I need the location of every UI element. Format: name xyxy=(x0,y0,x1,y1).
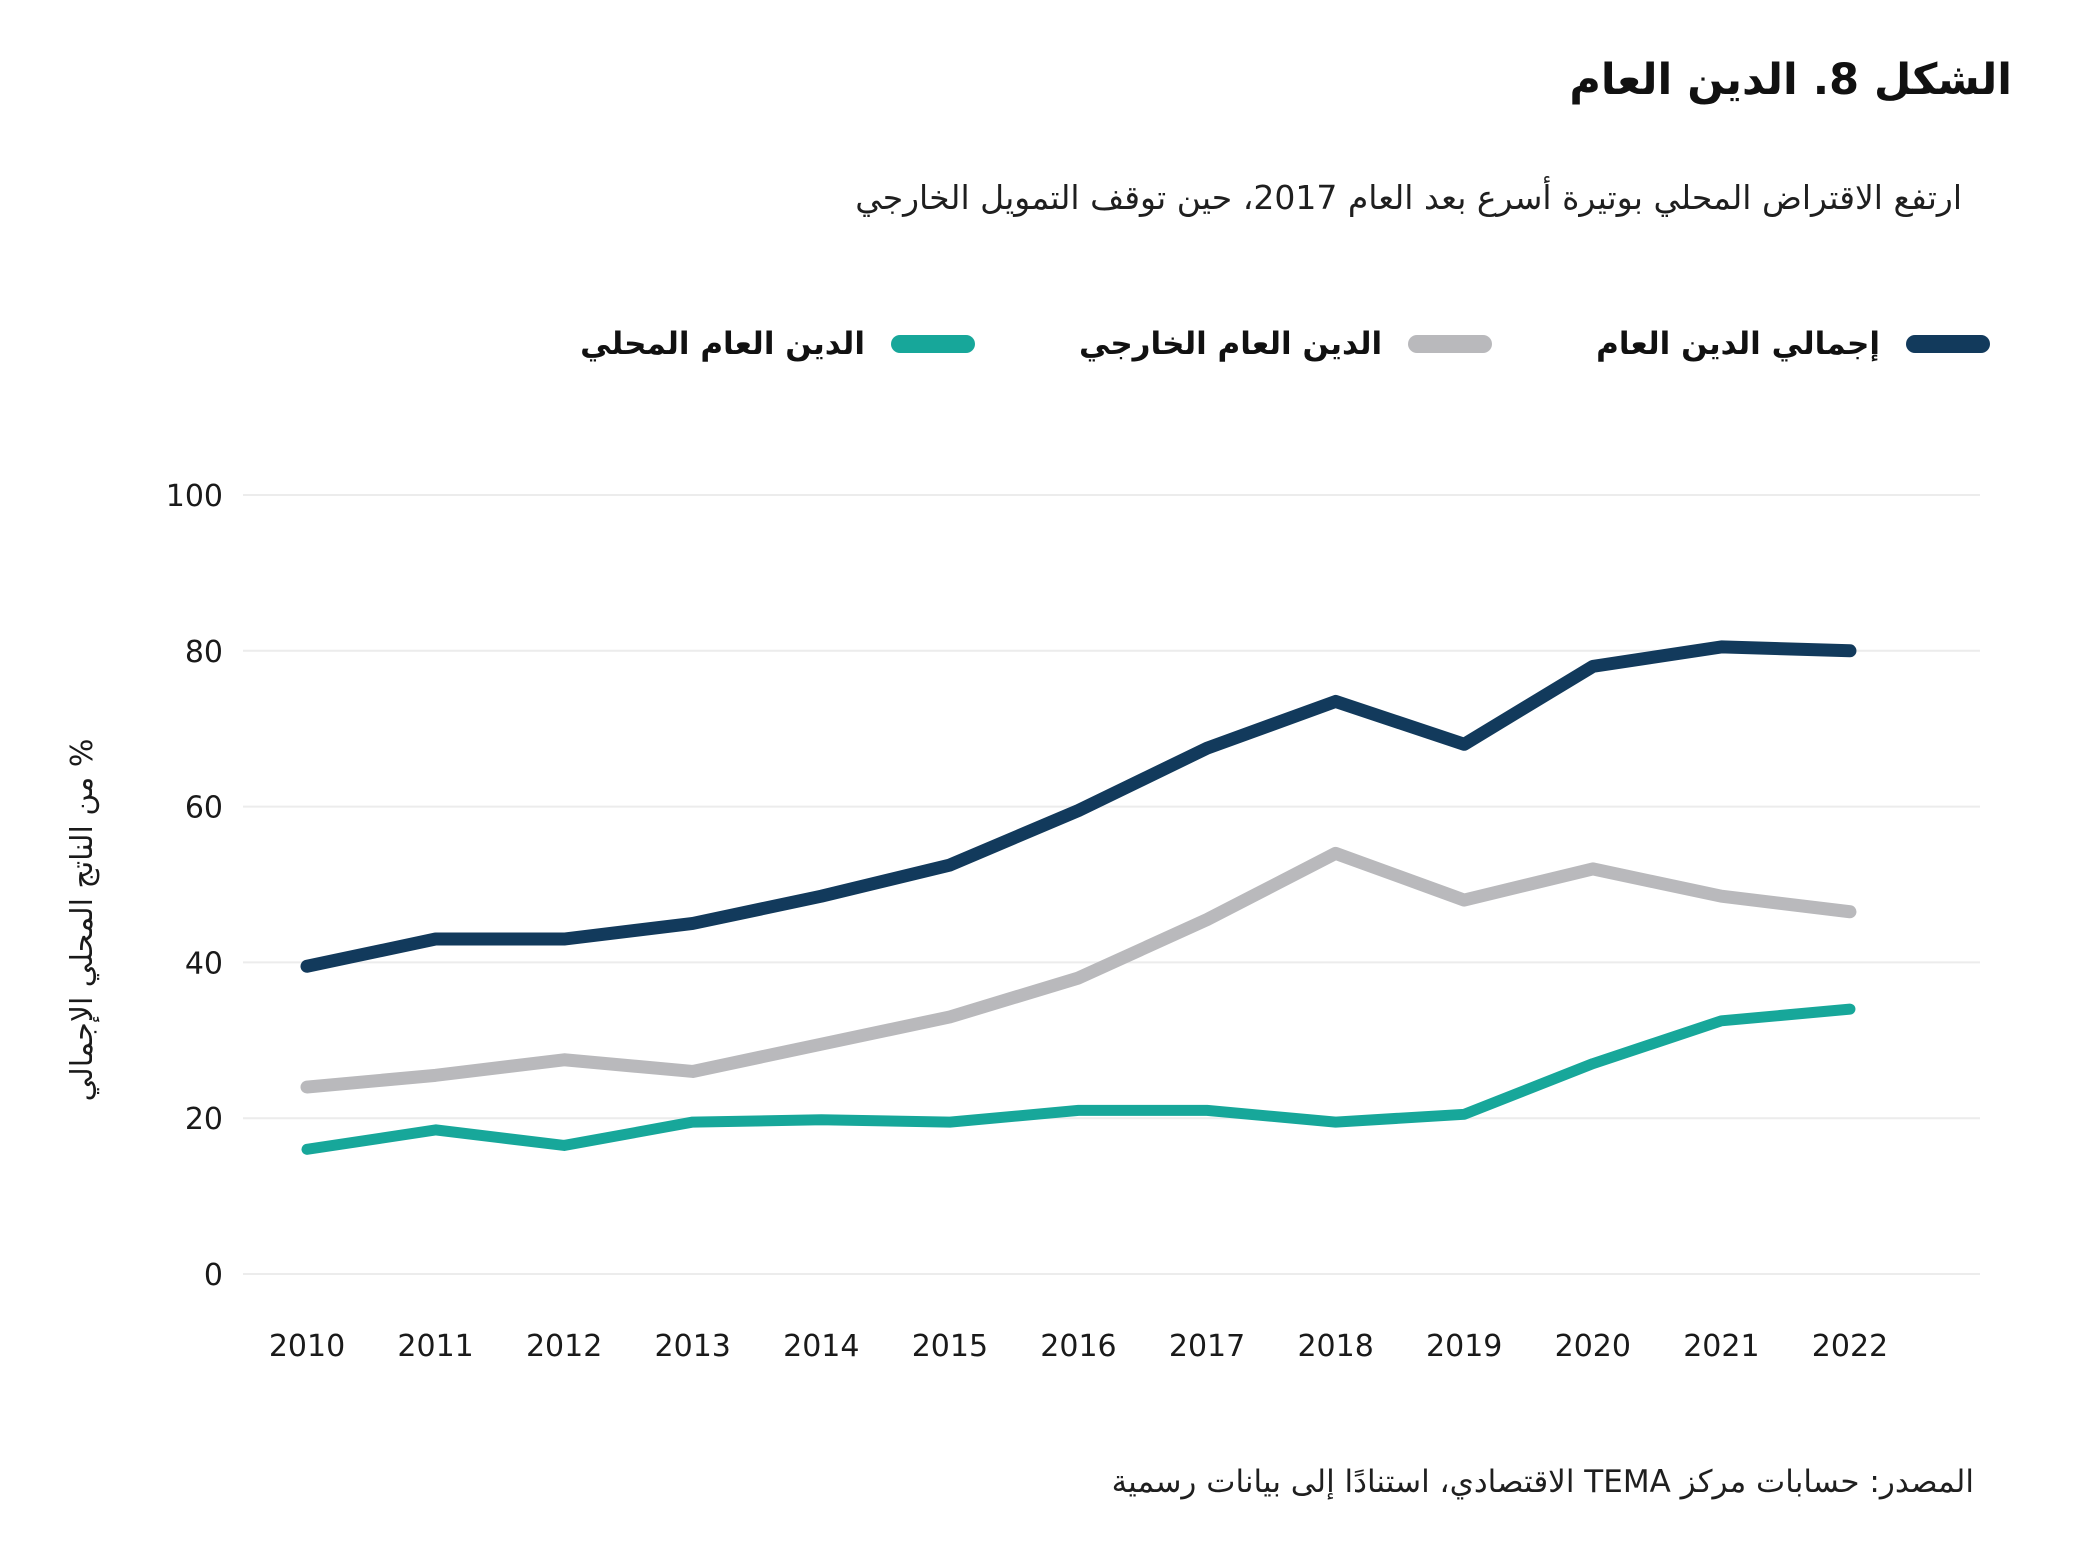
legend-item-total-debt: إجمالي الدين العام xyxy=(1596,326,1990,362)
figure-subtitle: ارتفع الاقتراض المحلي بوتيرة أسرع بعد ال… xyxy=(855,178,1962,217)
x-tick-2018: 2018 xyxy=(1297,1329,1373,1364)
legend-item-external-debt: الدين العام الخارجي xyxy=(1078,326,1493,362)
y-tick-60: 60 xyxy=(185,791,223,826)
x-tick-2010: 2010 xyxy=(269,1329,345,1364)
legend-swatch-external-debt xyxy=(1408,335,1493,353)
x-tick-2021: 2021 xyxy=(1683,1329,1759,1364)
x-tick-2016: 2016 xyxy=(1040,1329,1116,1364)
y-axis-title: % من الناتج المحلي الإجمالي xyxy=(65,739,100,1102)
x-tick-2014: 2014 xyxy=(783,1329,859,1364)
x-tick-2022: 2022 xyxy=(1812,1329,1888,1364)
line-series-1 xyxy=(300,846,1857,1094)
legend-item-domestic-debt: الدين العام المحلي xyxy=(580,326,975,362)
x-tick-2011: 2011 xyxy=(397,1329,473,1364)
legend-label-total-debt: إجمالي الدين العام xyxy=(1596,326,1880,362)
legend-swatch-domestic-debt xyxy=(890,335,975,353)
y-tick-0: 0 xyxy=(204,1258,223,1293)
line-series-2 xyxy=(301,1003,1856,1155)
x-tick-2020: 2020 xyxy=(1555,1329,1631,1364)
y-tick-100: 100 xyxy=(166,479,223,514)
x-tick-2017: 2017 xyxy=(1169,1329,1245,1364)
legend-label-domestic-debt: الدين العام المحلي xyxy=(580,326,865,362)
y-tick-80: 80 xyxy=(185,635,223,670)
x-tick-2015: 2015 xyxy=(912,1329,988,1364)
x-tick-2012: 2012 xyxy=(526,1329,602,1364)
source-note: المصدر: حسابات مركز TEMA الاقتصادي، استن… xyxy=(1111,1464,1974,1500)
line-series-0 xyxy=(300,640,1857,973)
chart-legend: إجمالي الدين العام الدين العام الخارجي ا… xyxy=(580,326,1990,362)
x-tick-2013: 2013 xyxy=(655,1329,731,1364)
legend-label-external-debt: الدين العام الخارجي xyxy=(1078,326,1383,362)
legend-swatch-total-debt xyxy=(1906,335,1990,353)
x-tick-2019: 2019 xyxy=(1426,1329,1502,1364)
y-tick-20: 20 xyxy=(185,1102,223,1137)
figure-title: الشكل 8. الدين العام xyxy=(1569,55,2012,105)
y-tick-40: 40 xyxy=(185,946,223,981)
